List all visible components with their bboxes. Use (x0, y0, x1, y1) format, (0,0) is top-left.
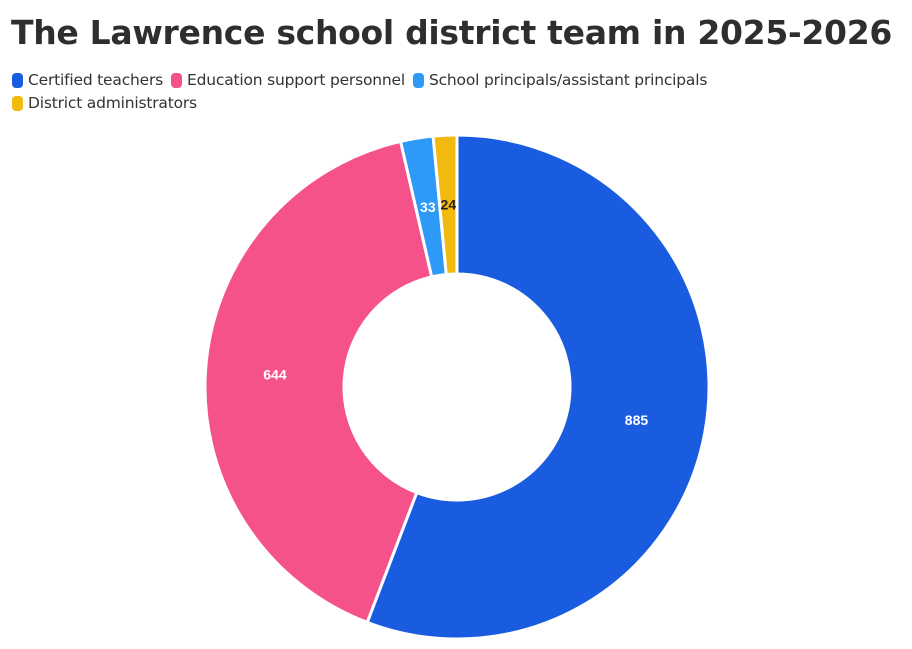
legend-label-district-administrators: District administrators (28, 94, 197, 112)
chart-title: The Lawrence school district team in 202… (11, 13, 893, 52)
donut-slice-district-administrators[interactable] (431, 133, 459, 277)
donut-slice-certified-teachers[interactable] (365, 133, 711, 641)
slice-value-label-school-principals-assistant-principals: 33 (420, 199, 436, 215)
legend-item-district-administrators[interactable]: District administrators (12, 93, 197, 113)
slice-value-label-education-support-personnel: 644 (263, 366, 287, 382)
donut-slices (203, 133, 711, 641)
legend-swatch-certified-teachers (12, 72, 23, 88)
legend-swatch-district-administrators (12, 95, 23, 111)
legend-swatch-education-support-personnel (171, 72, 183, 88)
donut-slice-education-support-personnel[interactable] (203, 139, 434, 624)
legend-label-certified-teachers: Certified teachers (28, 71, 164, 89)
donut-slice-labels: 885 644 33 24 (263, 197, 648, 428)
slice-value-label-district-administrators: 24 (441, 197, 457, 213)
legend-label-school-principals: School principals/assistant principals (428, 71, 708, 89)
legend-item-education-support-personnel[interactable]: Education support personnel (171, 70, 405, 90)
chart-legend: Certified teachers Education support per… (12, 70, 892, 113)
legend-item-school-principals[interactable]: School principals/assistant principals (412, 70, 708, 90)
legend-item-certified-teachers[interactable]: Certified teachers (12, 70, 163, 90)
slice-value-label-certified-teachers: 885 (625, 412, 649, 428)
legend-label-education-support-personnel: Education support personnel (187, 71, 405, 89)
legend-swatch-school-principals (412, 72, 424, 88)
